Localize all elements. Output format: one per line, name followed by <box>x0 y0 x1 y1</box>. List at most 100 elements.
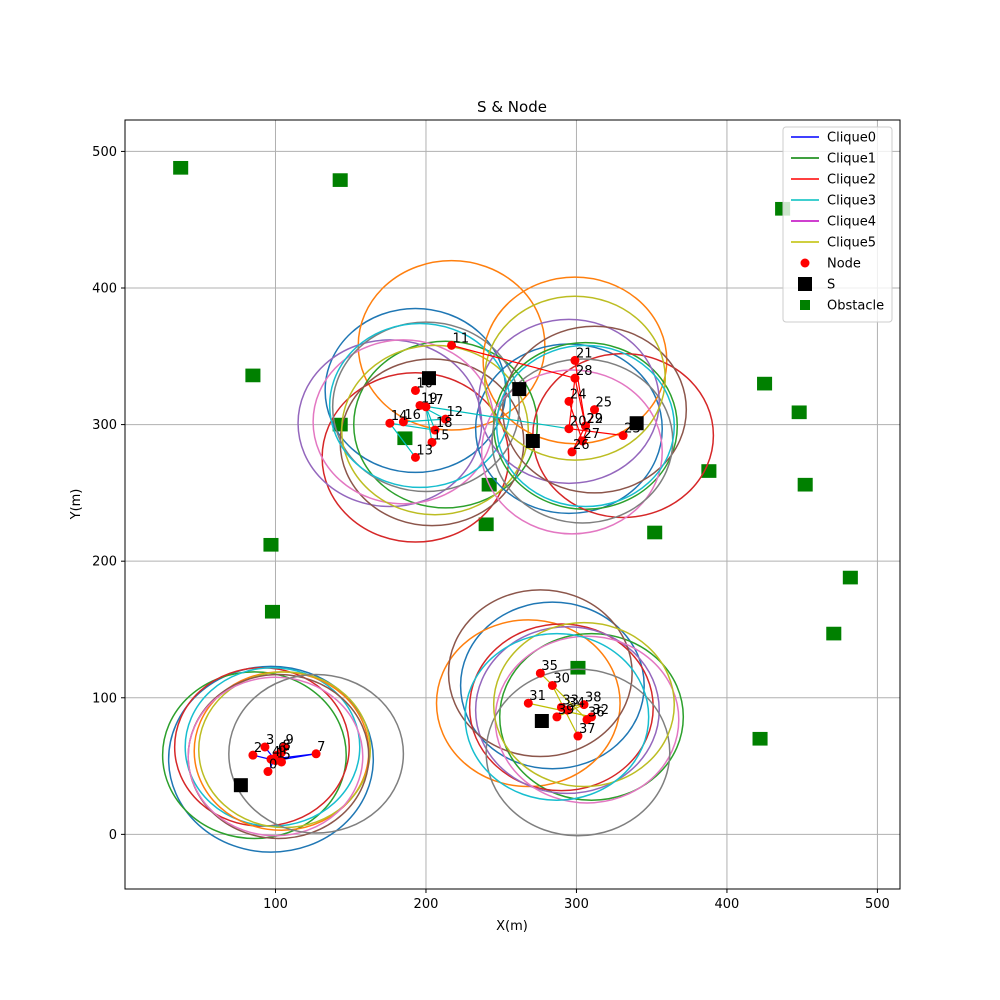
node-point <box>260 742 270 752</box>
node-label: 17 <box>427 393 444 408</box>
clique-edge <box>425 406 433 443</box>
node-label: 26 <box>573 438 590 453</box>
node-label: 12 <box>447 405 464 420</box>
station-marker <box>233 778 248 793</box>
node-point <box>523 698 533 708</box>
obstacle-marker <box>647 525 663 540</box>
coverage-circle <box>435 619 621 788</box>
obstacle-marker <box>263 537 279 552</box>
clique-edge <box>389 422 436 431</box>
legend-dot-swatch <box>800 258 810 268</box>
coverage-circle <box>495 344 676 508</box>
node-label: 15 <box>433 428 450 443</box>
node-label: 33 <box>562 693 579 708</box>
node-point <box>580 421 590 431</box>
legend-label: Clique2 <box>827 173 876 188</box>
obstacle-marker <box>570 660 586 675</box>
node-point <box>427 437 437 447</box>
coverage-circle <box>167 665 375 853</box>
x-tick-label: 300 <box>564 897 589 912</box>
node-label: 35 <box>541 659 558 674</box>
obstacle-marker <box>842 570 858 585</box>
coverage-circle <box>331 321 521 493</box>
node-label: 34 <box>568 696 585 711</box>
legend-label: Clique5 <box>827 236 876 251</box>
y-tick-label: 500 <box>92 145 117 160</box>
coverage-circle <box>464 632 650 801</box>
node-label: 22 <box>586 412 603 427</box>
clique-edge <box>574 360 587 427</box>
node-label: 23 <box>624 422 641 437</box>
x-tick-label: 200 <box>414 897 439 912</box>
legend-label: Node <box>827 257 861 272</box>
legend-label: Obstacle <box>827 299 884 314</box>
clique-edge <box>451 344 576 379</box>
legend-square-swatch <box>798 277 812 291</box>
node-label: 1 <box>276 747 284 762</box>
coverage-circle <box>187 676 364 837</box>
y-tick-label: 300 <box>92 418 117 433</box>
legend-box <box>782 126 893 323</box>
node-label: 29 <box>586 412 603 427</box>
obstacle-marker <box>826 626 842 641</box>
node-label: 39 <box>558 703 575 718</box>
obstacle-marker <box>757 376 773 391</box>
node-point <box>410 452 420 462</box>
node-label: 18 <box>436 416 453 431</box>
node-label: 7 <box>317 740 325 755</box>
obstacle-marker <box>797 477 813 492</box>
legend-label: Clique3 <box>827 194 876 209</box>
coverage-circle <box>447 589 633 758</box>
node-point <box>564 396 574 406</box>
station-marker <box>629 416 644 431</box>
node-point <box>579 700 589 710</box>
node-label: 6 <box>278 741 286 756</box>
node-point <box>577 436 587 446</box>
node-point <box>570 355 580 365</box>
node-layer <box>248 340 628 777</box>
node-label: 20 <box>570 415 587 430</box>
node-label: 10 <box>416 376 433 391</box>
node-point <box>280 742 290 752</box>
node-label: 30 <box>553 671 570 686</box>
legend-label: Clique1 <box>827 152 876 167</box>
coverage-circle <box>468 623 654 792</box>
y-axis-title: Y(m) <box>69 489 84 521</box>
coverage-circle <box>474 625 660 795</box>
legend-label: S <box>827 278 835 293</box>
coverage-circle <box>228 673 405 834</box>
node-point <box>570 373 580 383</box>
node-point <box>398 417 408 427</box>
legend-square-swatch <box>800 300 810 310</box>
node-point <box>573 731 583 741</box>
node-label: 5 <box>283 748 291 763</box>
node-point <box>385 418 395 428</box>
node-label: 21 <box>576 346 593 361</box>
node-label: 38 <box>585 691 602 706</box>
node-point <box>410 385 420 395</box>
obstacle-marker <box>397 431 413 446</box>
legend: Clique0 Clique1 Clique2 Clique3 Clique4 Cliqu… <box>782 126 893 323</box>
node-point <box>590 405 600 415</box>
obstacle-marker <box>332 173 348 187</box>
x-axis-title: X(m) <box>496 919 528 934</box>
coverage-circle <box>492 621 676 788</box>
station-marker <box>525 433 540 448</box>
coverage-circle-layer <box>161 259 715 853</box>
y-tick-label: 400 <box>92 282 117 297</box>
node-label: 32 <box>593 703 610 718</box>
node-point <box>415 400 425 410</box>
legend-label: Clique0 <box>827 131 876 146</box>
clique-edge <box>419 404 570 430</box>
node-point <box>311 749 321 759</box>
x-tick-label: 500 <box>865 897 890 912</box>
node-point <box>562 705 572 715</box>
obstacle-marker <box>752 731 768 746</box>
node-label: 9 <box>286 733 294 748</box>
node-point <box>567 447 577 457</box>
station-marker <box>512 382 527 397</box>
node-point <box>447 340 457 350</box>
node-label: 31 <box>529 689 546 704</box>
